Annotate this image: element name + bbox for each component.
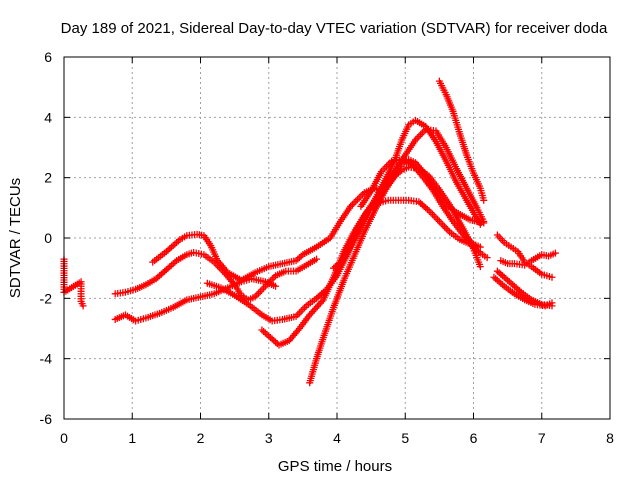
- series-s13: [490, 273, 556, 310]
- data-point: [551, 249, 559, 257]
- data-point: [476, 243, 484, 251]
- data-point: [353, 196, 361, 204]
- data-point: [444, 226, 452, 234]
- data-point: [480, 196, 488, 204]
- y-tick-label: 6: [44, 49, 52, 65]
- x-tick-label: 5: [401, 430, 409, 446]
- data-point: [301, 304, 309, 312]
- data-point: [476, 220, 484, 228]
- data-point: [297, 307, 305, 315]
- series-s3: [111, 275, 280, 325]
- data-point: [313, 255, 321, 263]
- data-point: [548, 273, 556, 281]
- data-point: [350, 199, 358, 207]
- data-point: [432, 214, 440, 222]
- data-point: [313, 303, 321, 311]
- series-s8: [357, 156, 484, 251]
- x-tick-label: 1: [128, 430, 136, 446]
- y-tick-label: 0: [44, 230, 52, 246]
- axis-ticks: [63, 56, 611, 420]
- data-point: [417, 131, 425, 139]
- gridlines: [64, 57, 610, 419]
- data-point: [255, 289, 263, 297]
- y-tick-label: 4: [44, 109, 52, 125]
- data-point: [437, 219, 445, 227]
- data-point: [299, 305, 307, 313]
- y-axis-label: SDTVAR / TECUs: [7, 178, 24, 298]
- data-point: [306, 311, 314, 319]
- data-point: [483, 254, 491, 262]
- data-point: [415, 132, 423, 140]
- y-tick-label: -2: [40, 290, 53, 306]
- x-tick-label: 0: [60, 430, 68, 446]
- data-point: [440, 223, 448, 231]
- x-tick-label: 4: [333, 430, 341, 446]
- series-s7: [330, 116, 484, 272]
- data-point: [312, 304, 320, 312]
- data-point: [476, 263, 484, 271]
- y-tick-labels: -6 -4 -2 0 2 4 6: [40, 49, 53, 427]
- data-point: [295, 309, 303, 317]
- series-s1: [149, 163, 484, 284]
- data-point: [79, 302, 87, 310]
- data-point: [315, 301, 323, 309]
- x-axis-label: GPS time / hours: [278, 458, 392, 475]
- x-tick-label: 7: [538, 430, 546, 446]
- y-tick-label: -4: [40, 351, 53, 367]
- y-tick-label: 2: [44, 170, 52, 186]
- data-point: [316, 299, 324, 307]
- data-point: [256, 288, 264, 296]
- data-point: [429, 210, 437, 218]
- chart-title: Day 189 of 2021, Sidereal Day-to-day VTE…: [61, 20, 608, 37]
- x-tick-label: 6: [470, 430, 478, 446]
- data-point: [434, 216, 442, 224]
- series-s5: [258, 125, 488, 349]
- x-tick-label: 3: [265, 430, 273, 446]
- series-s2: [111, 248, 321, 304]
- data-point: [439, 221, 447, 229]
- data-point: [309, 308, 317, 316]
- data-point: [548, 299, 556, 307]
- data-point: [427, 209, 435, 217]
- x-tick-label: 2: [197, 430, 205, 446]
- series-s9: [435, 77, 488, 204]
- data-point: [307, 309, 315, 317]
- data-point: [310, 306, 318, 314]
- data-point: [272, 282, 280, 290]
- data-point: [352, 197, 360, 205]
- data-points: [60, 77, 559, 387]
- data-point: [260, 284, 268, 292]
- data-point: [435, 217, 443, 225]
- data-point: [212, 260, 220, 268]
- data-point: [258, 286, 266, 294]
- data-point: [318, 298, 326, 306]
- x-tick-labels: 0 1 2 3 4 5 6 7 8: [60, 430, 614, 446]
- x-tick-label: 8: [606, 430, 614, 446]
- data-point: [430, 212, 438, 220]
- series-s11: [497, 249, 559, 269]
- y-tick-label: -6: [40, 411, 53, 427]
- data-point: [442, 224, 450, 232]
- data-point: [418, 129, 426, 137]
